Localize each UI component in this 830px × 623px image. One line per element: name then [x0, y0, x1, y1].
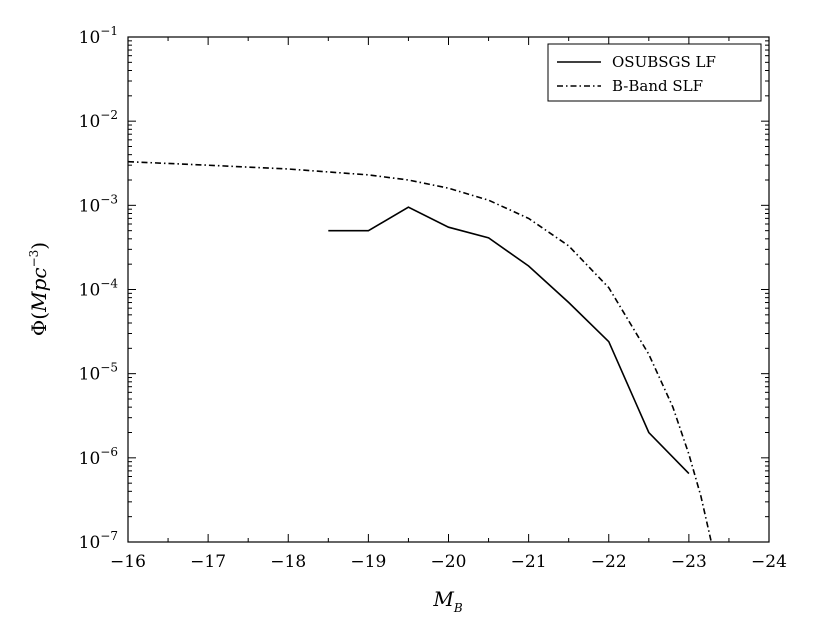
series-line-1	[128, 160, 713, 542]
y-tick-label: 10−5	[79, 361, 118, 385]
y-tick-label: 10−3	[79, 192, 118, 216]
series-layer	[128, 160, 713, 542]
x-axis-label: MB	[432, 587, 462, 615]
legend-label-bband: B-Band SLF	[612, 77, 703, 95]
ticks-layer: −16 −17 −18 −19 −20 −21 −22 −23 −24 10−7 10−6 10−5 1…	[79, 24, 787, 572]
series-line-0	[328, 206, 690, 475]
x-tick-label: −23	[671, 552, 707, 572]
x-tick-label: −21	[511, 552, 547, 572]
legend-box	[547, 43, 762, 102]
y-axis-label: Φ(Mpc−3)	[27, 242, 51, 336]
y-tick-label: 10−7	[79, 529, 118, 553]
x-tick-label: −20	[431, 552, 467, 572]
plot-frame	[127, 36, 770, 543]
x-tick-label: −16	[110, 552, 146, 572]
y-tick-label: 10−6	[79, 445, 118, 469]
x-tick-label: −17	[190, 552, 226, 572]
x-tick-label: −24	[751, 552, 787, 572]
y-tick-label: 10−1	[79, 24, 118, 48]
legend-label-osubsgs: OSUBSGS LF	[612, 53, 716, 71]
y-tick-label: 10−2	[79, 108, 118, 132]
legend: OSUBSGS LF B-Band SLF	[547, 43, 762, 102]
x-tick-label: −18	[270, 552, 306, 572]
x-tick-label: −22	[591, 552, 627, 572]
y-tick-label: 10−4	[79, 277, 119, 301]
x-tick-label: −19	[350, 552, 386, 572]
